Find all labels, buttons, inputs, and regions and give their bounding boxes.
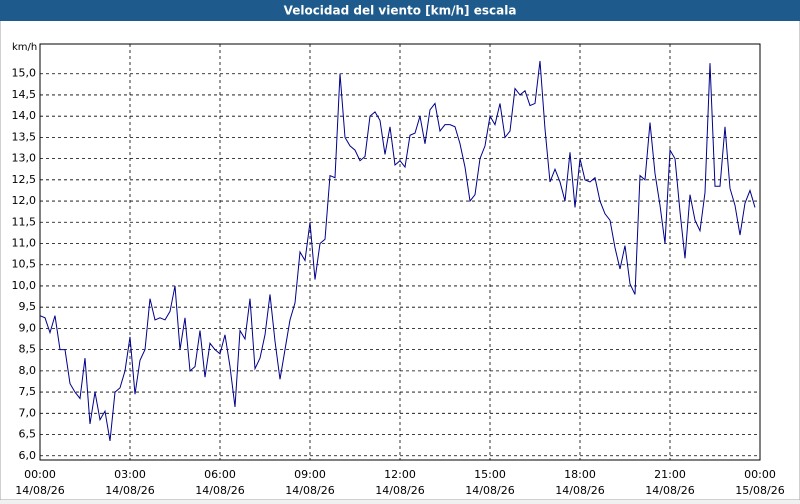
y-unit: km/h — [12, 42, 37, 53]
x-tick-label: 00:00 — [744, 468, 776, 481]
y-tick-label: 10,0 — [12, 279, 37, 292]
y-tick-label: 8,0 — [19, 364, 37, 377]
y-tick-label: 12,5 — [12, 173, 37, 186]
x-tick-date: 14/08/26 — [645, 484, 694, 497]
title-bar — [0, 0, 800, 21]
y-tick-label: 13,5 — [12, 130, 37, 143]
x-tick-label: 00:00 — [24, 468, 56, 481]
y-tick-label: 6,5 — [19, 428, 37, 441]
y-tick-label: 11,0 — [12, 237, 37, 250]
y-tick-label: 9,5 — [19, 300, 37, 313]
y-tick-label: 12,0 — [12, 194, 37, 207]
x-tick-label: 03:00 — [114, 468, 146, 481]
x-tick-label: 21:00 — [654, 468, 686, 481]
y-tick-label: 10,5 — [12, 258, 37, 271]
x-tick-date: 14/08/26 — [555, 484, 604, 497]
y-tick-label: 6,0 — [19, 449, 37, 462]
x-tick-label: 06:00 — [204, 468, 236, 481]
x-tick-date: 14/08/26 — [375, 484, 424, 497]
y-tick-label: 15,0 — [12, 67, 37, 80]
y-tick-label: 8,5 — [19, 343, 37, 356]
chart-title: Velocidad del viento [km/h] escala — [284, 4, 517, 18]
x-tick-date: 14/08/26 — [285, 484, 334, 497]
y-tick-label: 14,5 — [12, 88, 37, 101]
y-tick-label: 9,0 — [19, 321, 37, 334]
y-tick-label: 11,5 — [12, 215, 37, 228]
y-tick-label: 14,0 — [12, 109, 37, 122]
x-tick-label: 18:00 — [564, 468, 596, 481]
x-tick-label: 09:00 — [294, 468, 326, 481]
y-tick-label: 13,0 — [12, 152, 37, 165]
y-tick-label: 7,5 — [19, 385, 37, 398]
x-tick-date: 14/08/26 — [465, 484, 514, 497]
x-tick-date: 14/08/26 — [105, 484, 154, 497]
x-tick-date: 15/08/26 — [735, 484, 784, 497]
plot-area — [39, 43, 761, 461]
x-tick-date: 14/08/26 — [15, 484, 64, 497]
x-tick-label: 15:00 — [474, 468, 506, 481]
x-tick-label: 12:00 — [384, 468, 416, 481]
x-tick-date: 14/08/26 — [195, 484, 244, 497]
y-tick-label: 7,0 — [19, 406, 37, 419]
data-line — [39, 60, 756, 441]
